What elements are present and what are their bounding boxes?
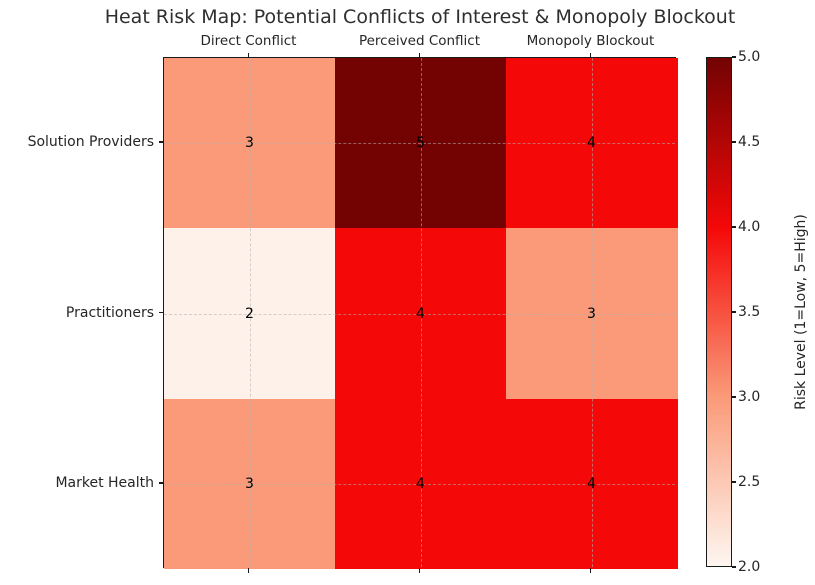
gridline-vertical (591, 58, 593, 567)
colorbar-label: Risk Level (1=Low, 5=High) (793, 214, 809, 410)
cell-value-label: 5 (416, 135, 425, 152)
x-tick-top (247, 52, 250, 57)
gridline-vertical (420, 58, 422, 567)
x-tick-top (589, 52, 592, 57)
colorbar-tick (732, 226, 736, 228)
y-tick-left (158, 482, 163, 484)
colorbar-tick (732, 396, 736, 398)
y-tick-left (158, 141, 163, 143)
colorbar-tick-label: 4.5 (738, 134, 761, 150)
heatmap-plot: 3 5 4 2 4 3 3 4 4 (163, 57, 678, 570)
colorbar-tick (732, 56, 736, 58)
colorbar-tick (732, 311, 736, 313)
gridline-horizontal (164, 313, 675, 315)
cell-value-label: 3 (587, 305, 596, 322)
row-label-solution-providers: Solution Providers (27, 134, 154, 151)
gridline-vertical (249, 58, 251, 567)
colorbar-tick-label: 5.0 (738, 49, 761, 65)
row-label-market-health: Market Health (55, 474, 154, 491)
colorbar-tick-label: 4.0 (738, 219, 761, 235)
x-tick-bottom (589, 568, 592, 573)
cell-value-label: 3 (245, 135, 254, 152)
colorbar-tick-label: 2.0 (738, 559, 761, 575)
cell-value-label: 4 (587, 135, 596, 152)
x-tick-bottom (247, 568, 250, 573)
x-tick-top (418, 52, 421, 57)
y-tick-left (158, 311, 163, 314)
colorbar-gradient (706, 57, 732, 567)
colorbar-tick-label: 3.0 (738, 389, 761, 405)
colorbar-tick (732, 566, 736, 568)
chart-title: Heat Risk Map: Potential Conflicts of In… (104, 6, 736, 28)
column-header-direct-conflict: Direct Conflict (200, 33, 297, 49)
cell-value-label: 4 (587, 475, 596, 492)
cell-value-label: 4 (416, 305, 425, 322)
column-header-monopoly-blockout: Monopoly Blockout (526, 33, 655, 49)
cell-value-label: 2 (245, 305, 254, 322)
colorbar-tick (732, 141, 736, 143)
column-header-perceived-conflict: Perceived Conflict (358, 33, 481, 49)
row-label-practitioners: Practitioners (65, 304, 154, 321)
gridline-horizontal (164, 143, 675, 145)
x-tick-bottom (418, 568, 421, 573)
colorbar-tick-label: 3.5 (738, 304, 761, 320)
cell-value-label: 4 (416, 475, 425, 492)
cell-value-label: 3 (245, 475, 254, 492)
colorbar-tick (732, 481, 736, 483)
colorbar-tick-label: 2.5 (738, 474, 761, 490)
gridline-horizontal (164, 483, 675, 485)
